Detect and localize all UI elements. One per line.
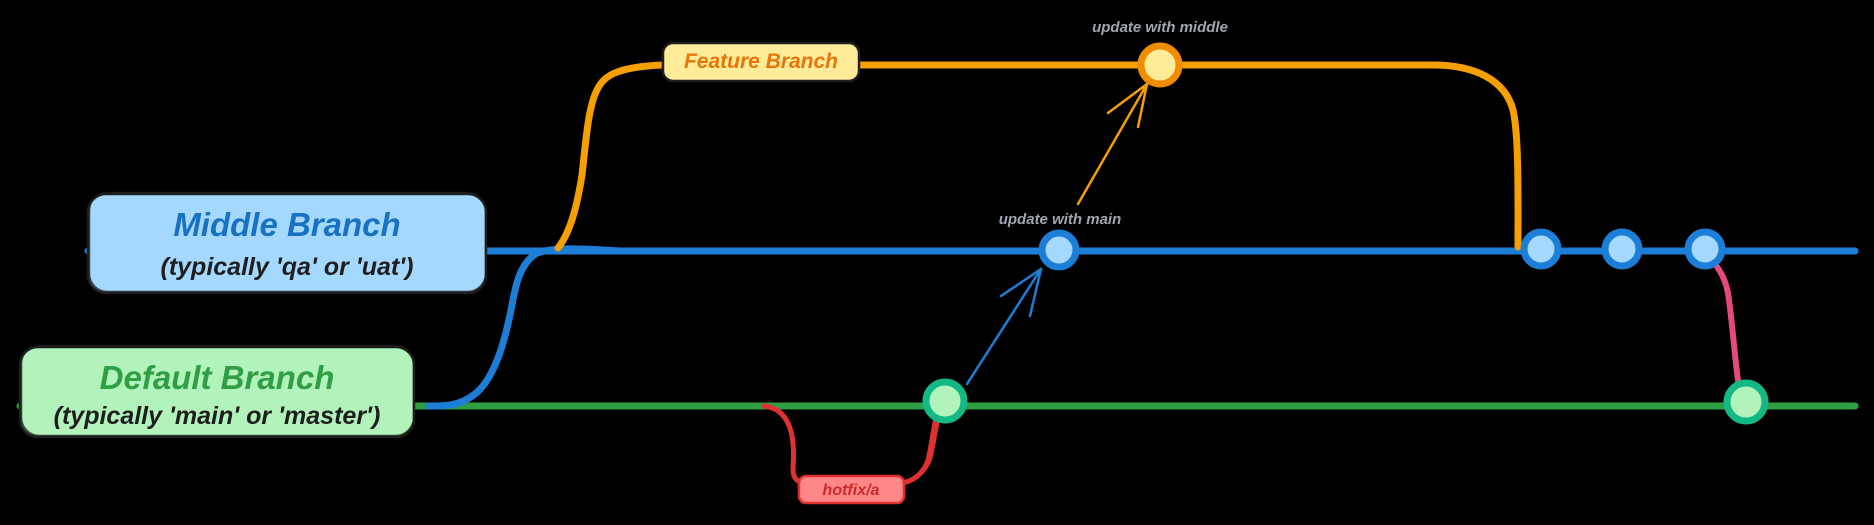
- svg-text:hotfix/a: hotfix/a: [823, 482, 880, 499]
- svg-text:Feature Branch: Feature Branch: [684, 50, 838, 73]
- svg-text:update with middle: update with middle: [1092, 19, 1228, 36]
- svg-text:update with main: update with main: [999, 211, 1122, 228]
- svg-text:Default Branch: Default Branch: [100, 359, 335, 396]
- svg-text:(typically 'qa' or 'uat'): (typically 'qa' or 'uat'): [161, 253, 414, 281]
- svg-text:(typically 'main' or 'master'): (typically 'main' or 'master'): [54, 402, 381, 430]
- svg-text:Middle Branch: Middle Branch: [173, 206, 400, 243]
